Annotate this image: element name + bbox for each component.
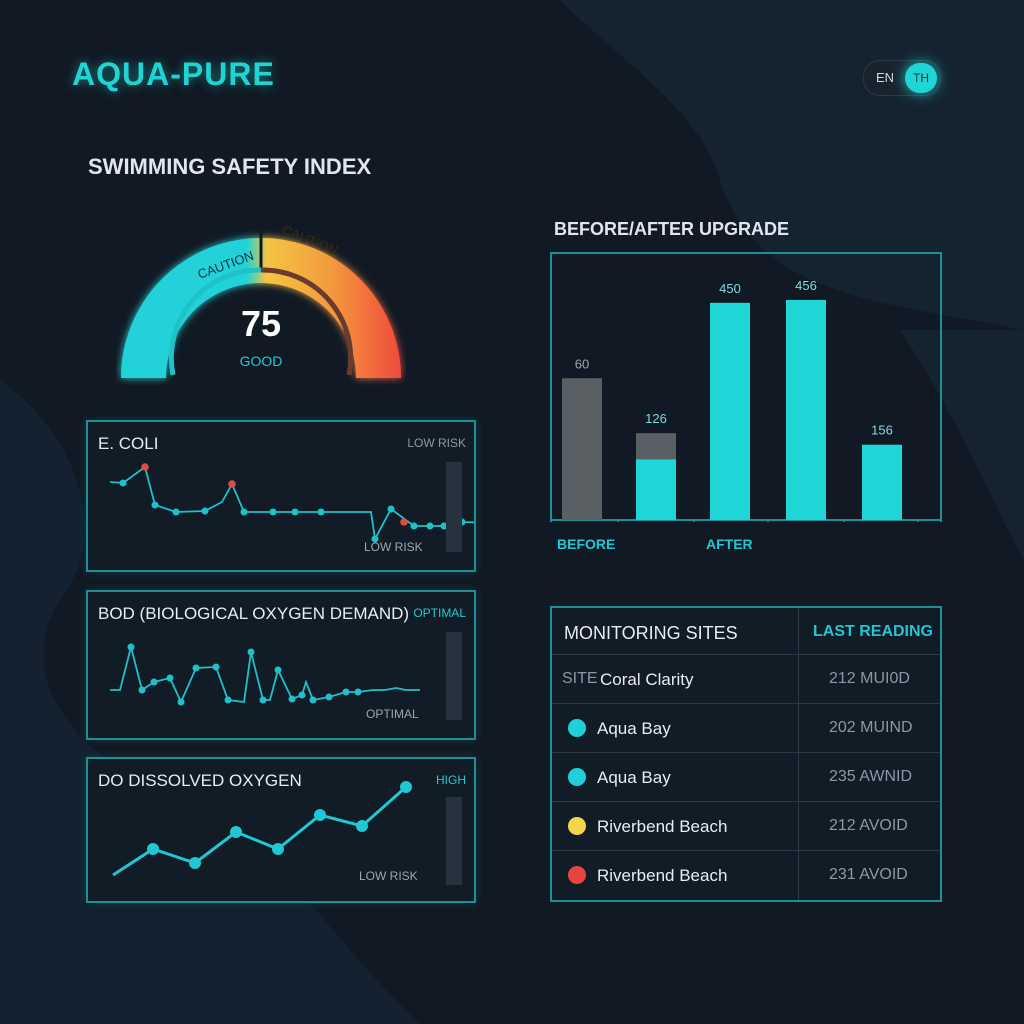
status-dot-icon — [568, 866, 586, 884]
upgrade-chart: 60 126 450 456 156 — [550, 252, 942, 522]
chart-data-label: 456 — [795, 278, 817, 293]
site-reading: 212 MUI0D — [829, 670, 910, 687]
chart-bar — [786, 299, 826, 520]
chart-bar — [562, 378, 602, 520]
chart-data-label: 450 — [719, 281, 741, 296]
chart-bar — [710, 302, 750, 520]
site-prefix: SITE — [562, 670, 598, 687]
site-reading: 212 AVOID — [829, 817, 908, 834]
do-risk-tag: HIGH — [436, 773, 466, 787]
table-row[interactable]: Aqua Bay 235 AWNID — [552, 752, 940, 802]
safety-gauge: CAUTION CAUTION 75 GOOD — [121, 215, 401, 378]
table-row[interactable]: Riverbend Beach 231 AVOID — [552, 850, 940, 900]
sites-header-right-cell: LAST READING — [798, 608, 941, 654]
language-th-option[interactable]: TH — [905, 63, 937, 93]
do-level-bar — [446, 797, 462, 885]
ecoli-sparkline — [109, 463, 474, 543]
ecoli-level-bar — [446, 462, 462, 552]
language-toggle[interactable]: EN TH — [863, 60, 941, 96]
status-dot-icon — [568, 768, 586, 786]
reading-cell: 212 AVOID — [798, 802, 941, 851]
bod-risk-tag: OPTIMAL — [413, 606, 466, 620]
chart-bar-before-segment — [636, 433, 676, 460]
do-title: DO DISSOLVED OXYGEN — [98, 771, 302, 790]
table-row[interactable]: Riverbend Beach 212 AVOID — [552, 801, 940, 851]
bod-title: BOD (BIOLOGICAL OXYGEN DEMAND) — [98, 604, 410, 623]
do-bottom-label: LOW RISK — [359, 869, 418, 883]
bod-bottom-label: OPTIMAL — [366, 707, 419, 721]
site-name: Riverbend Beach — [597, 866, 728, 885]
after-axis-label: AFTER — [706, 536, 753, 552]
bod-panel[interactable]: BOD (BIOLOGICAL OXYGEN DEMAND) OPTIMAL O… — [86, 590, 476, 740]
site-name: Coral Clarity — [600, 670, 694, 689]
app-logo[interactable]: AQUA-PURE — [72, 56, 275, 92]
site-name: Riverbend Beach — [597, 817, 728, 836]
upgrade-bar-chart: 60 126 450 456 156 — [552, 278, 940, 522]
do-panel[interactable]: DO DISSOLVED OXYGEN HIGH LOW RISK — [86, 757, 476, 903]
chart-bar — [636, 459, 676, 520]
sites-header-right: LAST READING — [813, 623, 933, 640]
upgrade-title: BEFORE/AFTER UPGRADE — [554, 219, 790, 239]
bod-level-bar — [446, 632, 462, 720]
site-reading: 231 AVOID — [829, 866, 908, 883]
table-row[interactable]: Aqua Bay 202 MUIND — [552, 703, 940, 753]
language-en-option[interactable]: EN — [876, 70, 895, 85]
ecoli-bottom-label: LOW RISK — [364, 540, 423, 554]
site-name: Aqua Bay — [597, 719, 671, 738]
reading-cell: 235 AWNID — [798, 753, 941, 802]
chart-data-label: 60 — [575, 356, 589, 371]
monitoring-sites-table: MONITORING SITES LAST READING SITE Coral… — [550, 606, 942, 902]
safety-index-title: SWIMMING SAFETY INDEX — [88, 154, 372, 179]
site-reading: 235 AWNID — [829, 768, 912, 785]
ecoli-risk-tag: LOW RISK — [407, 436, 466, 450]
chart-data-label: 126 — [645, 411, 667, 426]
safety-status: GOOD — [240, 353, 283, 369]
bod-sparkline — [110, 643, 420, 706]
status-dot-icon — [568, 719, 586, 737]
site-reading: 202 MUIND — [829, 719, 913, 736]
status-dot-icon — [568, 817, 586, 835]
chart-bar — [862, 444, 902, 520]
ecoli-title: E. COLI — [98, 434, 159, 453]
site-name: Aqua Bay — [597, 768, 671, 787]
chart-data-label: 156 — [871, 423, 893, 438]
reading-cell: 202 MUIND — [798, 704, 941, 753]
reading-cell: 231 AVOID — [798, 851, 941, 900]
table-row[interactable]: SITE Coral Clarity 212 MUI0D — [552, 654, 940, 704]
sites-header-left: MONITORING SITES — [564, 623, 738, 643]
ecoli-panel[interactable]: E. COLI LOW RISK LOW RISK — [86, 420, 476, 572]
do-sparkline — [112, 781, 412, 877]
safety-index-value: 75 — [241, 303, 281, 344]
reading-cell: 212 MUI0D — [798, 655, 941, 704]
before-axis-label: BEFORE — [557, 536, 616, 552]
